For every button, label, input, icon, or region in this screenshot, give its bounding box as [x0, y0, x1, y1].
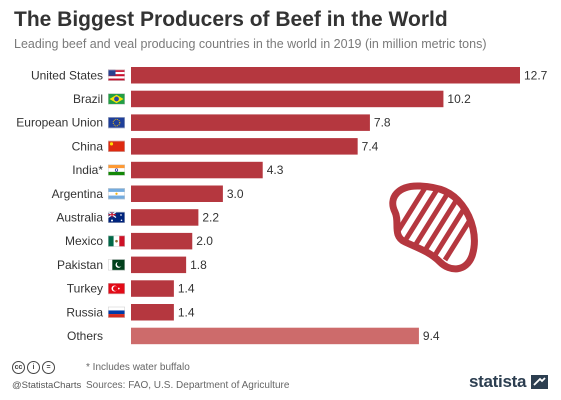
social-handle: @StatistaCharts	[12, 380, 82, 391]
argentina-flag-icon	[108, 188, 125, 200]
category-label: Pakistan	[57, 258, 103, 272]
category-label: Russia	[66, 305, 103, 319]
category-label: China	[72, 139, 104, 153]
australia-flag-icon	[107, 211, 125, 223]
value-label: 3.0	[227, 187, 244, 201]
attribution-icon: i	[27, 361, 40, 374]
value-label: 9.4	[423, 329, 440, 343]
category-label: Argentina	[52, 187, 104, 201]
no-derivatives-icon: =	[42, 361, 55, 374]
category-label: Brazil	[73, 92, 103, 106]
value-label: 2.0	[196, 234, 213, 248]
bar	[131, 67, 520, 84]
bar-chart: United States 12.7 Brazil 10.2 European Unio…	[16, 67, 548, 345]
turkey-flag-icon	[108, 283, 125, 295]
us-flag-icon	[108, 69, 125, 81]
value-label: 12.7	[524, 68, 548, 82]
category-label: Australia	[56, 210, 103, 224]
source-note: Sources: FAO, U.S. Department of Agricul…	[86, 380, 290, 391]
value-label: 7.4	[362, 139, 379, 153]
category-label: United States	[31, 68, 103, 82]
category-label: Turkey	[67, 282, 103, 296]
value-label: 7.8	[374, 116, 391, 130]
category-label: Others	[67, 329, 103, 343]
brand-mark-icon	[531, 375, 548, 389]
steak-icon	[389, 182, 478, 273]
eu-flag-icon	[108, 117, 125, 129]
brand-logo: statista	[469, 372, 527, 391]
china-flag-icon	[108, 140, 125, 152]
chart-title: The Biggest Producers of Beef in the Wor…	[14, 8, 448, 31]
value-label: 4.3	[267, 163, 284, 177]
mexico-flag-icon	[108, 235, 125, 247]
value-label: 1.4	[178, 282, 195, 296]
value-label: 2.2	[202, 210, 219, 224]
india-flag-icon	[108, 164, 125, 176]
cc-icon: cc	[12, 361, 25, 374]
bar	[131, 280, 174, 297]
brazil-flag-icon	[108, 93, 125, 105]
category-label: European Union	[16, 116, 103, 130]
value-label: 1.8	[190, 258, 207, 272]
bar	[131, 138, 358, 155]
russia-flag-icon	[108, 306, 125, 318]
license-icons: cc i =	[12, 361, 55, 374]
footnote: * Includes water buffalo	[86, 362, 190, 373]
value-label: 1.4	[178, 305, 195, 319]
bar	[131, 90, 444, 108]
bar	[131, 161, 263, 179]
value-label: 10.2	[447, 92, 471, 106]
category-label: Mexico	[65, 234, 103, 248]
bar	[131, 114, 370, 131]
pakistan-flag-icon	[108, 259, 125, 271]
bar	[131, 185, 223, 202]
bar	[131, 232, 193, 250]
chart-subtitle: Leading beef and veal producing countrie…	[14, 37, 487, 51]
bar	[131, 256, 187, 274]
bar	[131, 209, 199, 226]
category-label: India*	[72, 163, 103, 177]
bar	[131, 327, 419, 345]
bar	[131, 304, 174, 321]
